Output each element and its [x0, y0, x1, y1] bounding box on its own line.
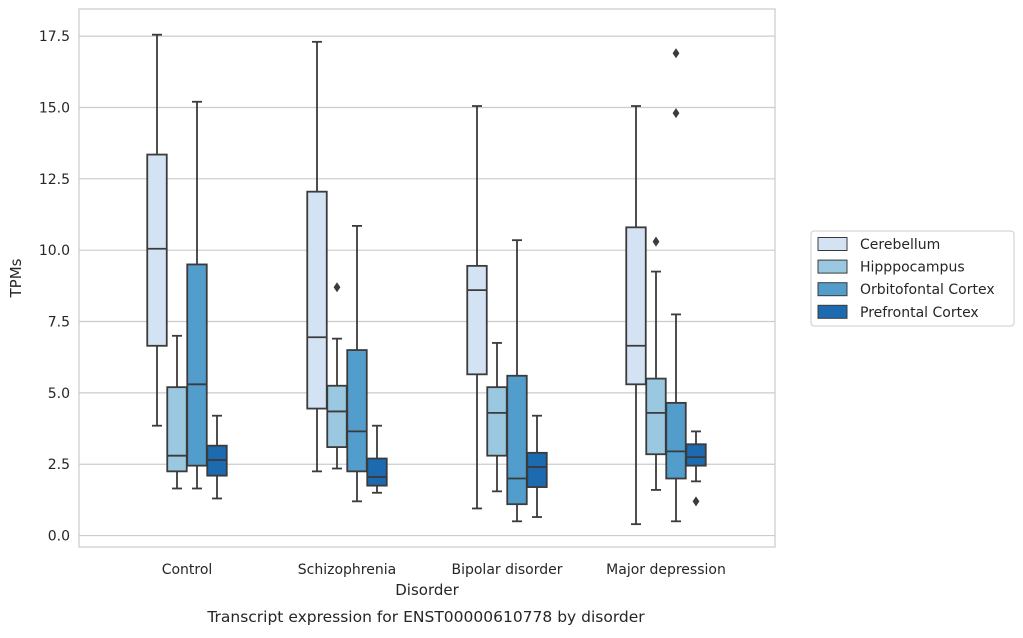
x-tick-labels: Control Schizophrenia Bipolar disorder Majo…: [162, 562, 726, 578]
box: [486, 386, 508, 457]
legend-label: Prefrontal Cortex: [860, 305, 979, 321]
plot-frame: [78, 8, 776, 548]
y-tick-label: 15.0: [39, 100, 70, 116]
box: [625, 226, 647, 386]
x-tick-label: Major depression: [606, 562, 726, 578]
box: [645, 377, 667, 456]
legend: Cerebellum Hipppocampus Orbitofontal Corte…: [810, 230, 1015, 327]
box: [326, 384, 348, 449]
box: [166, 386, 188, 473]
box-group: [306, 40, 328, 473]
box-group: [645, 236, 667, 491]
legend-label: Hipppocampus: [860, 260, 965, 276]
y-tick-labels: 0.0 2.5 5.0 7.5 10.0 12.5 15.0 17.5: [39, 29, 70, 544]
box-group: [146, 33, 168, 427]
outlier-point: [672, 48, 680, 59]
box-group: [186, 100, 208, 490]
legend-label: Cerebellum: [860, 237, 940, 253]
y-tick-label: 0.0: [48, 529, 70, 545]
x-tick-label: Schizophrenia: [298, 562, 396, 578]
x-tick-label: Control: [162, 562, 213, 578]
box-group: [466, 105, 488, 510]
outlier-point: [692, 496, 700, 507]
box: [665, 401, 687, 480]
legend-label: Orbitofontal Cortex: [860, 282, 995, 298]
y-axis-label: TPMs: [7, 258, 25, 298]
box-group: [346, 225, 368, 503]
box-group: [685, 430, 707, 507]
box: [306, 190, 328, 410]
box-group: [166, 334, 188, 490]
box-group: [486, 342, 508, 493]
box-group: [625, 105, 647, 526]
outlier-point: [652, 236, 660, 247]
box: [366, 457, 388, 487]
y-tick-label: 5.0: [48, 386, 70, 402]
boxes: [146, 33, 707, 526]
legend-swatch: [817, 282, 848, 297]
y-tick-label: 2.5: [48, 457, 70, 473]
legend-items: Cerebellum Hipppocampus Orbitofontal Corte…: [817, 237, 995, 321]
chart-caption: Transcript expression for ENST0000061077…: [206, 608, 645, 626]
y-tick-label: 17.5: [39, 29, 70, 45]
outlier-point: [672, 108, 680, 119]
box-group: [665, 48, 687, 523]
box: [146, 153, 168, 347]
legend-swatch: [817, 237, 848, 251]
box: [466, 264, 488, 376]
box: [506, 374, 528, 506]
legend-swatch: [817, 304, 848, 319]
box-group: [366, 424, 388, 494]
box: [685, 443, 707, 467]
x-axis-label: Disorder: [395, 581, 459, 599]
legend-swatch: [817, 259, 848, 274]
y-tick-label: 7.5: [48, 315, 70, 331]
box: [526, 451, 548, 488]
legend-frame: [810, 230, 1015, 327]
box-group: [206, 414, 228, 500]
outlier-point: [333, 282, 341, 293]
box-group: [506, 239, 528, 523]
box-group: [526, 414, 548, 518]
y-tick-label: 10.0: [39, 243, 70, 259]
box: [346, 349, 368, 473]
box: [186, 263, 208, 467]
x-tick-label: Bipolar disorder: [451, 562, 562, 578]
y-tick-label: 12.5: [39, 172, 70, 188]
